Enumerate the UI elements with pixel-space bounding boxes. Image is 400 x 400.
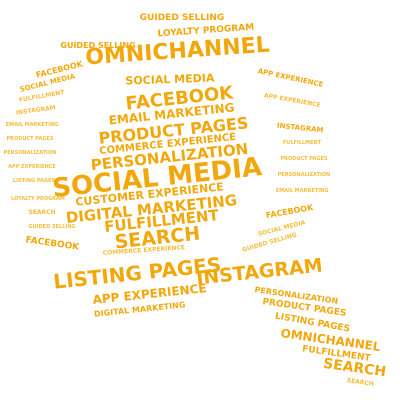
word-email-marketing-ring-left: EMAIL MARKETING	[6, 122, 59, 128]
word-fulfillment-ring-right: FULFILLMENT	[283, 140, 322, 146]
word-search-handle: SEARCH	[322, 356, 387, 381]
word-omnichannel-top: OMNICHANNEL	[85, 33, 271, 71]
word-guided-selling-ring-left: GUIDED SELLING	[28, 224, 75, 230]
word-search-ring-left: SEARCH	[28, 209, 55, 216]
word-product-pages-ring-left: PRODUCT PAGES	[7, 136, 54, 142]
word-guided-selling-left: GUIDED SELLING	[60, 41, 135, 50]
word-email-marketing-ring-right: EMAIL MARKETING	[276, 188, 329, 194]
word-app-experience-right: APP EXPERIENCE	[257, 67, 324, 89]
word-social-media-ring-top: SOCIAL MEDIA	[125, 71, 215, 87]
word-instagram-ring-right: INSTAGRAM	[277, 122, 324, 135]
word-instagram-ring-left: INSTAGRAM	[15, 104, 56, 117]
word-facebook-ring-right: FACEBOOK	[265, 203, 315, 220]
word-personalization-ring-right: PERSONALIZATION	[278, 172, 331, 178]
word-loyalty-program-ring-left: LOYALTY PROGRAM	[11, 196, 65, 202]
word-product-pages-ring-right: PRODUCT PAGES	[281, 156, 328, 162]
word-facebook-ring-bottom-left: FACEBOOK	[25, 235, 81, 253]
word-app-experience-ring-left: APP EXPERIENCE	[8, 164, 56, 170]
word-personalization-ring-left: PERSONALIZATION	[4, 150, 57, 156]
word-guided-selling-top: GUIDED SELLING	[140, 13, 225, 23]
word-search-handle-tip: SEARCH	[346, 377, 374, 388]
word-listing-pages-ring-left: LISTING PAGES	[13, 178, 56, 184]
word-app-experience-ring-right: APP EXPERIENCE	[263, 92, 321, 109]
